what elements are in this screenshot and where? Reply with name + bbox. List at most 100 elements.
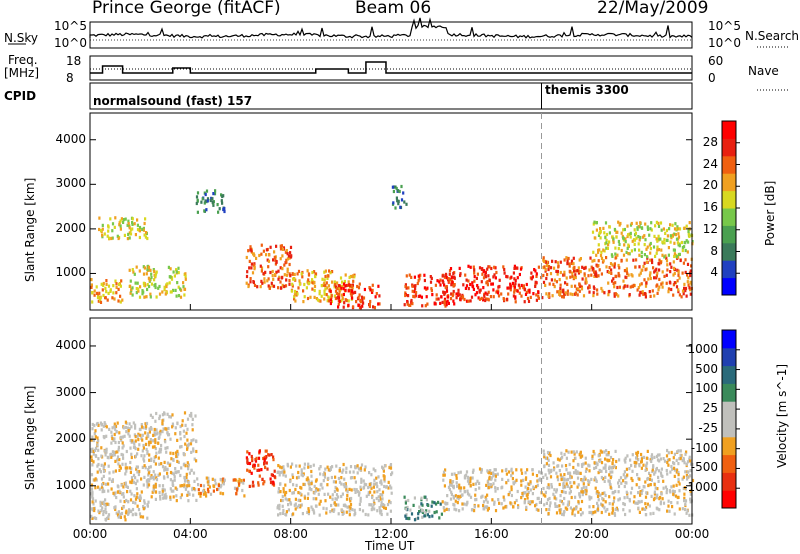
scatter-cell <box>102 281 105 286</box>
scatter-cell <box>579 471 582 475</box>
scatter-cell <box>267 453 270 457</box>
scatter-cell <box>580 513 583 517</box>
scatter-cell <box>575 450 578 454</box>
scatter-cell <box>593 270 596 274</box>
scatter-cell <box>213 484 216 489</box>
scatter-cell <box>341 492 344 496</box>
scatter-cell <box>531 492 534 496</box>
scatter-cell <box>334 497 337 501</box>
scatter-cell <box>513 277 516 281</box>
scatter-cell <box>601 491 604 496</box>
scatter-cell <box>669 240 672 244</box>
scatter-cell <box>450 472 454 476</box>
scatter-cell <box>507 478 510 482</box>
scatter-cell <box>605 232 609 237</box>
scatter-cell <box>260 252 263 256</box>
scatter-cell <box>154 438 157 442</box>
scatter-cell <box>644 222 647 226</box>
scatter-cell <box>146 482 149 486</box>
scatter-cell <box>505 274 508 279</box>
scatter-cell <box>527 299 531 303</box>
scatter-cell <box>246 460 249 464</box>
scatter-cell <box>367 513 370 517</box>
scatter-cell <box>650 258 654 262</box>
scatter-cell <box>425 498 428 502</box>
scatter-cell <box>505 472 508 476</box>
scatter-cell <box>120 492 124 496</box>
scatter-cell <box>383 477 386 481</box>
scatter-cell <box>579 257 582 261</box>
scatter-cell <box>305 286 308 290</box>
scatter-cell <box>619 476 623 480</box>
scatter-cell <box>249 280 252 284</box>
scatter-cell <box>256 468 259 472</box>
scatter-cell <box>667 451 670 455</box>
scatter-cell <box>631 469 634 473</box>
scatter-cell <box>622 502 625 506</box>
scatter-cell <box>109 289 112 293</box>
scatter-cell <box>242 481 245 485</box>
scatter-cell <box>186 461 189 465</box>
scatter-cell <box>323 270 326 274</box>
scatter-cell <box>272 455 275 459</box>
scatter-cell <box>212 200 215 204</box>
scatter-cell <box>250 454 253 459</box>
scatter-cell <box>688 474 692 478</box>
scatter-cell <box>335 291 338 295</box>
scatter-cell <box>131 227 134 231</box>
scatter-cell <box>608 231 611 235</box>
scatter-cell <box>337 495 340 499</box>
scatter-cell <box>204 199 207 203</box>
scatter-cell <box>131 478 134 483</box>
scatter-cell <box>433 501 436 505</box>
scatter-cell <box>93 516 96 520</box>
scatter-cell <box>548 496 551 501</box>
y-tick-label: 1000 <box>55 477 86 492</box>
scatter-cell <box>123 500 126 504</box>
scatter-cell <box>183 434 186 439</box>
scatter-cell <box>383 479 386 483</box>
scatter-cell <box>450 490 453 494</box>
scatter-cell <box>678 244 681 248</box>
scatter-cell <box>605 238 608 242</box>
scatter-cell <box>140 454 143 458</box>
scatter-cell <box>684 241 687 245</box>
scatter-cell <box>318 299 321 303</box>
scatter-cell <box>112 284 115 288</box>
scatter-cell <box>122 444 125 448</box>
scatter-cell <box>269 477 272 481</box>
scatter-cell <box>439 301 442 305</box>
scatter-cell <box>93 423 96 428</box>
scatter-cell <box>593 220 596 224</box>
scatter-cell <box>155 428 158 432</box>
scatter-cell <box>649 251 652 255</box>
scatter-cell <box>157 436 160 440</box>
freq-unit-label: [MHz] <box>4 66 40 80</box>
scatter-cell <box>663 237 666 242</box>
scatter-cell <box>340 482 343 486</box>
scatter-cell <box>335 464 338 468</box>
scatter-cell <box>480 468 483 472</box>
scatter-cell <box>101 422 104 426</box>
scatter-cell <box>128 226 131 230</box>
x-axis-label: Time UT <box>365 539 415 553</box>
scatter-cell <box>143 283 146 287</box>
scatter-cell <box>277 513 280 517</box>
scatter-cell <box>682 456 685 461</box>
scatter-cell <box>376 490 379 494</box>
scatter-cell <box>267 277 270 281</box>
scatter-cell <box>282 465 285 469</box>
scatter-cell <box>451 282 454 286</box>
scatter-cell <box>598 468 601 473</box>
scatter-cell <box>637 225 640 229</box>
scatter-cell <box>440 295 443 299</box>
scatter-cell <box>643 485 646 489</box>
scatter-cell <box>577 483 580 487</box>
scatter-cell <box>566 259 569 263</box>
scatter-cell <box>136 281 139 285</box>
scatter-cell <box>164 427 167 431</box>
scatter-cell <box>192 471 196 475</box>
scatter-cell <box>171 422 174 426</box>
scatter-cell <box>149 268 152 272</box>
scatter-cell <box>546 485 549 490</box>
